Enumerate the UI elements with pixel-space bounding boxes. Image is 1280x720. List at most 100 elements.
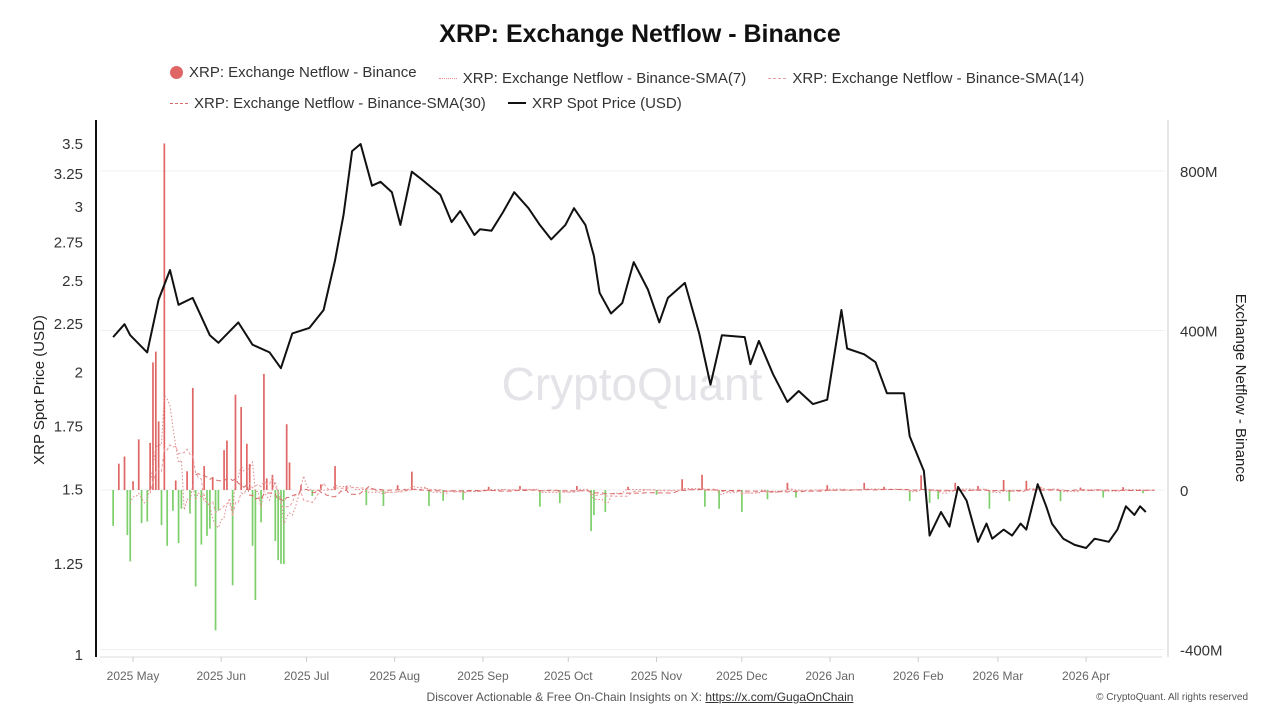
left-tick-label: 1.75 — [54, 419, 83, 436]
netflow-bar — [288, 462, 291, 490]
netflow-bar — [954, 482, 957, 490]
left-tick-label: 3.25 — [54, 166, 83, 183]
netflow-bar — [246, 443, 248, 490]
footer: Discover Actionable & Free On-Chain Insi… — [0, 690, 1280, 704]
netflow-bar — [186, 471, 188, 490]
netflow-bar — [260, 490, 262, 523]
netflow-bar — [718, 490, 720, 509]
netflow-bar — [214, 490, 217, 631]
netflow-bar — [334, 466, 336, 490]
netflow-bar — [271, 474, 274, 490]
netflow-bar — [487, 486, 490, 490]
netflow-bar — [123, 456, 126, 490]
netflow-bar — [462, 490, 464, 500]
netflow-bar — [163, 143, 166, 490]
legend-item-sma14[interactable]: XRP: Exchange Netflow - Binance-SMA(14) — [768, 68, 1084, 89]
netflow-bar — [180, 490, 183, 509]
left-tick-label: 3 — [75, 199, 83, 216]
x-tick-label: 2026 Mar — [973, 669, 1024, 683]
watermark: CryptoQuant — [502, 358, 763, 410]
legend-item-netflow[interactable]: XRP: Exchange Netflow - Binance — [170, 62, 417, 83]
sma14-swatch — [768, 78, 787, 79]
x-tick-label: 2025 Jul — [284, 669, 329, 683]
netflow-bar — [234, 394, 237, 490]
netflow-bar — [231, 490, 234, 586]
legend-item-sma7[interactable]: XRP: Exchange Netflow - Binance-SMA(7) — [438, 68, 747, 89]
legend-label: XRP: Exchange Netflow - Binance-SMA(7) — [462, 70, 747, 87]
left-tick-label: 2.5 — [62, 273, 83, 290]
netflow-bar — [826, 485, 829, 490]
sma30-swatch — [170, 103, 188, 104]
netflow-bar — [154, 351, 157, 490]
left-tick-label: 2.75 — [54, 234, 83, 251]
netflow-bar — [137, 439, 140, 490]
x-tick-label: 2025 Dec — [716, 669, 767, 683]
legend-label: XRP Spot Price (USD) — [531, 94, 682, 112]
netflow-bar — [132, 481, 134, 490]
price-swatch — [507, 102, 526, 104]
netflow-bar — [254, 490, 257, 601]
netflow-bar — [863, 482, 866, 490]
netflow-bar — [655, 490, 658, 495]
sma30-line — [195, 473, 1155, 503]
netflow-bar — [1142, 490, 1144, 494]
netflow-bar — [194, 490, 197, 587]
netflow-bar — [558, 490, 561, 504]
netflow-bar — [576, 486, 578, 490]
legend-item-sma30[interactable]: XRP: Exchange Netflow - Binance-SMA(30) — [170, 93, 486, 114]
netflow-bar — [741, 490, 743, 512]
netflow-bar — [365, 490, 368, 506]
netflow-bar — [681, 479, 683, 490]
netflow-bar — [883, 486, 885, 490]
netflow-bar — [157, 421, 160, 490]
x-tick-label: 2026 Feb — [893, 669, 944, 683]
netflow-bar — [519, 486, 521, 490]
netflow-bar — [140, 490, 143, 524]
netflow-bar — [248, 464, 251, 490]
netflow-bar — [1079, 487, 1082, 490]
netflow-bar — [251, 490, 254, 546]
netflow-bar — [217, 490, 220, 511]
netflow-bar — [191, 387, 194, 490]
netflow-bar — [211, 478, 214, 490]
netflow-bar — [126, 490, 129, 536]
netflow-bar — [112, 490, 114, 526]
legend-label: XRP: Exchange Netflow - Binance — [189, 64, 417, 81]
netflow-bar — [282, 490, 285, 565]
netflow-bar — [442, 490, 445, 501]
x-tick-label: 2025 Aug — [369, 669, 420, 683]
netflow-bar — [1059, 490, 1062, 502]
netflow-bar — [382, 490, 385, 506]
netflow-bar — [285, 424, 288, 490]
footer-text: Discover Actionable & Free On-Chain Insi… — [426, 690, 706, 704]
netflow-bar — [920, 475, 922, 490]
netflow-bar — [280, 490, 282, 564]
footer-link[interactable]: https://x.com/GugaOnChain — [705, 690, 854, 704]
netflow-bar — [1102, 490, 1105, 498]
x-tick-label: 2025 Oct — [544, 669, 593, 683]
netflow-bar — [795, 490, 797, 498]
legend-item-price[interactable]: XRP Spot Price (USD) — [507, 93, 682, 114]
netflow-bar — [411, 471, 413, 490]
netflow-bar — [908, 490, 911, 502]
netflow-bar — [149, 442, 151, 490]
left-tick-label: 2.25 — [54, 316, 83, 333]
x-tick-label: 2025 Nov — [631, 669, 682, 683]
netflow-bar — [129, 490, 132, 562]
netflow-bar — [160, 490, 163, 526]
netflow-bar — [988, 490, 991, 509]
netflow-bar — [786, 482, 789, 490]
legend-label: XRP: Exchange Netflow - Binance-SMA(14) — [792, 70, 1085, 87]
netflow-bar — [937, 490, 940, 500]
right-axis-title: Exchange Netflow - Binance — [1232, 294, 1249, 482]
left-tick-label: 2 — [75, 364, 83, 381]
legend-label: XRP: Exchange Netflow - Binance-SMA(30) — [194, 95, 486, 112]
legend: XRP: Exchange Netflow - Binance XRP: Exc… — [170, 62, 1130, 114]
left-tick-label: 1 — [75, 647, 83, 664]
netflow-bar — [319, 484, 322, 490]
netflow-bar — [263, 373, 265, 490]
left-axis-title: XRP Spot Price (USD) — [31, 315, 48, 465]
netflow-bar — [766, 490, 769, 500]
netflow-bar — [209, 490, 211, 529]
x-tick-label: 2026 Apr — [1062, 669, 1110, 683]
